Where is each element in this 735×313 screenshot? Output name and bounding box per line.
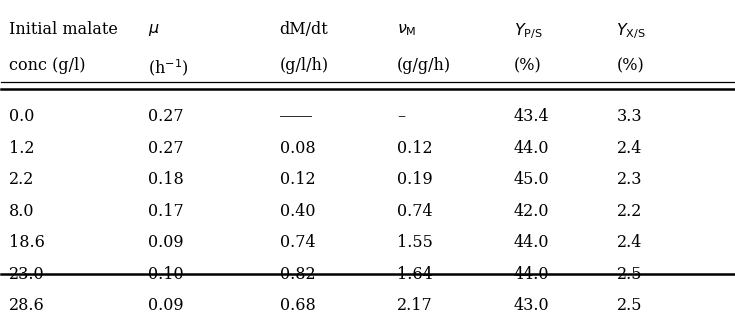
Text: 0.17: 0.17: [148, 203, 184, 220]
Text: 44.0: 44.0: [514, 140, 550, 157]
Text: (%): (%): [617, 57, 644, 74]
Text: 0.08: 0.08: [279, 140, 315, 157]
Text: $\nu_{\mathrm{M}}$: $\nu_{\mathrm{M}}$: [397, 21, 416, 38]
Text: $Y_{\mathrm{P/S}}$: $Y_{\mathrm{P/S}}$: [514, 21, 542, 41]
Text: 0.40: 0.40: [279, 203, 315, 220]
Text: $Y_{\mathrm{X/S}}$: $Y_{\mathrm{X/S}}$: [617, 21, 646, 41]
Text: 43.4: 43.4: [514, 108, 550, 126]
Text: 0.74: 0.74: [279, 234, 315, 251]
Text: –: –: [397, 108, 405, 126]
Text: 2.4: 2.4: [617, 234, 642, 251]
Text: ――: ――: [279, 108, 312, 126]
Text: 2.17: 2.17: [397, 297, 432, 313]
Text: 0.09: 0.09: [148, 297, 184, 313]
Text: 44.0: 44.0: [514, 234, 550, 251]
Text: 3.3: 3.3: [617, 108, 642, 126]
Text: 28.6: 28.6: [9, 297, 44, 313]
Text: 0.18: 0.18: [148, 171, 184, 188]
Text: 1.55: 1.55: [397, 234, 433, 251]
Text: 0.27: 0.27: [148, 140, 184, 157]
Text: (g/g/h): (g/g/h): [397, 57, 451, 74]
Text: 0.0: 0.0: [9, 108, 34, 126]
Text: 0.82: 0.82: [279, 265, 315, 283]
Text: 23.0: 23.0: [9, 265, 44, 283]
Text: 0.12: 0.12: [279, 171, 315, 188]
Text: 2.2: 2.2: [9, 171, 34, 188]
Text: 42.0: 42.0: [514, 203, 550, 220]
Text: 2.5: 2.5: [617, 265, 642, 283]
Text: 1.64: 1.64: [397, 265, 432, 283]
Text: 0.19: 0.19: [397, 171, 432, 188]
Text: $\mu$: $\mu$: [148, 21, 159, 38]
Text: dM/dt: dM/dt: [279, 21, 329, 38]
Text: 44.0: 44.0: [514, 265, 550, 283]
Text: Initial malate: Initial malate: [9, 21, 118, 38]
Text: 43.0: 43.0: [514, 297, 550, 313]
Text: 1.2: 1.2: [9, 140, 35, 157]
Text: 2.4: 2.4: [617, 140, 642, 157]
Text: 2.3: 2.3: [617, 171, 642, 188]
Text: 8.0: 8.0: [9, 203, 35, 220]
Text: 0.09: 0.09: [148, 234, 184, 251]
Text: 45.0: 45.0: [514, 171, 550, 188]
Text: 0.10: 0.10: [148, 265, 184, 283]
Text: (h$^{-1}$): (h$^{-1}$): [148, 57, 188, 78]
Text: 0.12: 0.12: [397, 140, 432, 157]
Text: conc (g/l): conc (g/l): [9, 57, 85, 74]
Text: 2.2: 2.2: [617, 203, 642, 220]
Text: 18.6: 18.6: [9, 234, 45, 251]
Text: 0.74: 0.74: [397, 203, 432, 220]
Text: 0.27: 0.27: [148, 108, 184, 126]
Text: (%): (%): [514, 57, 542, 74]
Text: 0.68: 0.68: [279, 297, 315, 313]
Text: 2.5: 2.5: [617, 297, 642, 313]
Text: (g/l/h): (g/l/h): [279, 57, 329, 74]
